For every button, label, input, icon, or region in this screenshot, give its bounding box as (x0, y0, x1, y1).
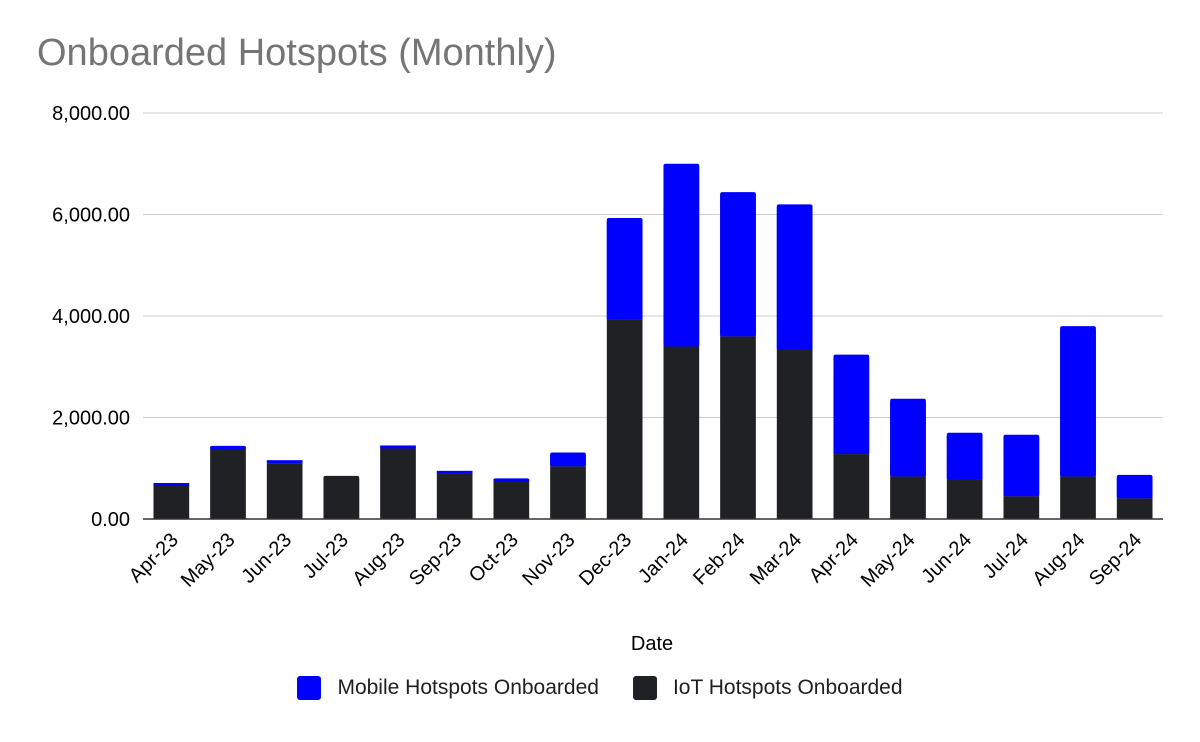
bar-iot-mar-24[interactable] (776, 350, 813, 519)
y-tick-label: 0.00 (91, 509, 130, 531)
bar-segment-base (1003, 437, 1040, 497)
x-tick-label: Oct-23 (465, 529, 523, 587)
x-tick-label: Jan-24 (634, 529, 693, 588)
x-tick-label: Sep-24 (1085, 529, 1146, 590)
bar-segment-base (550, 455, 586, 467)
bar-iot-sep-24[interactable] (1116, 498, 1153, 519)
legend-swatch-mobile (297, 676, 322, 700)
x-tick-label: Apr-24 (805, 529, 863, 587)
y-tick-label: 2,000.00 (52, 408, 130, 430)
x-tick-label: Jun-24 (917, 529, 976, 588)
legend-label-mobile: Mobile Hotspots Onboarded (337, 676, 599, 699)
y-tick-label: 6,000.00 (52, 205, 130, 227)
bar-segment-base (890, 401, 926, 477)
y-axis-ticks: 0.00 2,000.00 4,000.00 6,000.00 8,000.00 (52, 103, 130, 531)
legend-item-mobile[interactable]: Mobile Hotspots Onboarded (297, 676, 599, 700)
x-tick-label: Dec-23 (575, 529, 636, 590)
x-tick-label: May-23 (177, 529, 240, 592)
bar-iot-aug-24[interactable] (1060, 476, 1096, 519)
x-tick-label: Sep-23 (405, 529, 466, 590)
x-tick-label: Apr-23 (125, 529, 183, 587)
x-tick-label: Mar-24 (746, 529, 806, 589)
x-tick-label: Nov-23 (518, 529, 579, 590)
bar-iot-jul-24[interactable] (1003, 496, 1040, 519)
x-tick-label: May-24 (857, 529, 920, 592)
bar-iot-apr-24[interactable] (833, 454, 870, 519)
bars (153, 163, 1153, 519)
bar-segment-base (1116, 477, 1153, 499)
x-tick-label: Jun-23 (237, 529, 296, 588)
legend: Mobile Hotspots Onboarded IoT Hotspots O… (0, 676, 1200, 700)
bar-segment-base (380, 445, 416, 449)
bar-iot-feb-24[interactable] (720, 336, 756, 519)
bar-iot-aug-23[interactable] (380, 448, 416, 519)
bar-segment-base (946, 435, 983, 480)
bar-iot-dec-23[interactable] (606, 319, 643, 519)
x-tick-label: Jul-24 (979, 529, 1033, 583)
x-tick-label: Feb-24 (689, 529, 749, 589)
y-tick-label: 8,000.00 (52, 103, 130, 125)
bar-segment-base (606, 221, 643, 320)
bar-segment-base (833, 357, 870, 455)
bar-iot-may-23[interactable] (210, 449, 246, 519)
bar-iot-oct-23[interactable] (493, 481, 530, 519)
bar-iot-jun-24[interactable] (946, 479, 983, 519)
bar-segment-base (153, 483, 190, 487)
x-tick-label: Aug-23 (348, 529, 409, 590)
bar-iot-may-24[interactable] (890, 476, 926, 519)
legend-label-iot: IoT Hotspots Onboarded (672, 676, 903, 699)
gridlines (143, 112, 1163, 418)
bar-iot-sep-23[interactable] (436, 473, 473, 519)
bar-iot-jan-24[interactable] (663, 346, 700, 519)
bar-segment-base (436, 470, 473, 474)
bar-iot-nov-23[interactable] (550, 466, 586, 519)
chart-title: Onboarded Hotspots (Monthly) (37, 32, 557, 74)
bar-segment-base (663, 166, 700, 347)
legend-item-iot[interactable]: IoT Hotspots Onboarded (632, 676, 903, 700)
bar-segment-base (493, 478, 530, 482)
bar-iot-jun-23[interactable] (266, 463, 303, 519)
bar-segment-base (210, 446, 246, 450)
bar-iot-apr-23[interactable] (153, 486, 190, 519)
bar-segment-base (1060, 329, 1096, 477)
bar-segment-base (323, 478, 360, 519)
x-axis-title: Date (631, 633, 673, 655)
bar-segment-base (266, 460, 303, 464)
x-tick-label: Jul-23 (299, 529, 353, 583)
bar-segment-base (776, 207, 813, 351)
y-tick-label: 4,000.00 (52, 306, 130, 328)
bar-segment-base (720, 195, 756, 337)
legend-swatch-iot (632, 676, 657, 700)
x-tick-label: Aug-24 (1028, 529, 1089, 590)
